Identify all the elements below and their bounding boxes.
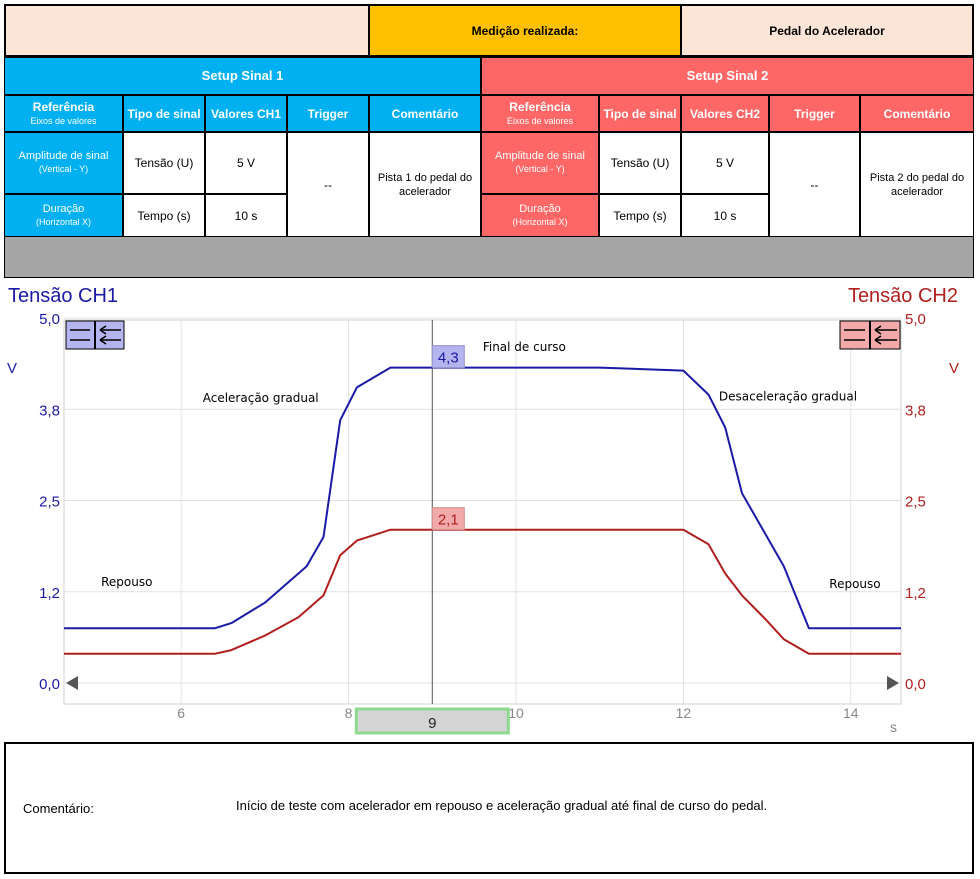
chart-annotation: Repouso	[101, 575, 152, 589]
gray-separator	[4, 237, 974, 278]
left-unit: V	[7, 360, 17, 377]
x-unit: s	[890, 719, 897, 735]
setup1-trigger: --	[287, 132, 369, 237]
ch1-scale-icon[interactable]	[65, 320, 125, 350]
svg-text:2,1: 2,1	[438, 512, 459, 529]
header-blank-cell	[4, 4, 370, 57]
setup1-dur-type: Tempo (s)	[123, 194, 205, 237]
setup2-amp-value: 5 V	[681, 132, 769, 194]
setup2-title: Setup Sinal 2	[481, 57, 974, 95]
setup1-header-comment: Comentário	[369, 95, 481, 132]
setup1-header-values: Valores CH1	[205, 95, 287, 132]
measurement-label: Medição realizada:	[368, 4, 682, 57]
chart-annotation: Aceleração gradual	[203, 391, 319, 405]
setup2-header-trigger: Trigger	[769, 95, 860, 132]
right-axis-title: Tensão CH2	[848, 285, 958, 307]
setup2-dur-value: 10 s	[681, 194, 769, 237]
chart-annotation: Desaceleração gradual	[719, 389, 857, 403]
setup1-header-ref: Referência Eixos de valores	[4, 95, 123, 132]
chart-annotation: Final de curso	[483, 340, 566, 354]
ch2-zero-marker-icon[interactable]	[887, 676, 899, 690]
setup2-trigger: --	[769, 132, 860, 237]
chart-annotation: Repouso	[829, 577, 880, 591]
setup2-header-type: Tipo de sinal	[599, 95, 681, 132]
ch2-scale-icon[interactable]	[839, 320, 901, 350]
svg-text:4,3: 4,3	[438, 350, 459, 367]
x-tick-label: 6	[177, 705, 185, 721]
setup1-amp-value: 5 V	[205, 132, 287, 194]
y-tick-label-right: 3,8	[905, 402, 926, 419]
ch1-cursor-value-badge: 4,3	[431, 345, 465, 369]
x-tick-label: 10	[508, 705, 524, 721]
setup1-comment: Pista 1 do pedal do acelerador	[369, 132, 481, 237]
measurement-value: Pedal do Acelerador	[680, 4, 974, 57]
setup1-title: Setup Sinal 1	[4, 57, 481, 95]
ch2-signal-line	[64, 528, 901, 655]
setup2-header-ref: Referência Eixos de valores	[481, 95, 599, 132]
setup2-comment: Pista 2 do pedal do acelerador	[860, 132, 974, 237]
setup1-header-trigger: Trigger	[287, 95, 369, 132]
y-tick-label-right: 5,0	[905, 311, 926, 328]
y-tick-label-left: 0,0	[39, 676, 60, 693]
oscilloscope-chart: Tensão CH1 Tensão CH2 V V s 0,0 1,2 2,5 3,8…	[4, 278, 974, 738]
ch1-signal-line	[64, 366, 901, 630]
setup1-dur-label: Duração (Horizontal X)	[4, 194, 123, 237]
comment-label: Comentário:	[23, 801, 94, 816]
setup1-header-type: Tipo de sinal	[123, 95, 205, 132]
x-tick-label: 14	[843, 705, 859, 721]
right-unit: V	[949, 360, 959, 377]
setup1-dur-value: 10 s	[205, 194, 287, 237]
setup2-amp-label: Amplitude de sinal (Vertical - Y)	[481, 132, 599, 194]
setup2-dur-type: Tempo (s)	[599, 194, 681, 237]
setup1-amp-type: Tensão (U)	[123, 132, 205, 194]
cursor-time-box[interactable]: 9	[354, 707, 510, 735]
setup2-header-values: Valores CH2	[681, 95, 769, 132]
svg-text:9: 9	[428, 715, 436, 732]
y-tick-label-right: 2,5	[905, 494, 926, 511]
y-tick-label-left: 5,0	[39, 311, 60, 328]
setup1-amp-label: Amplitude de sinal (Vertical - Y)	[4, 132, 123, 194]
setup2-amp-type: Tensão (U)	[599, 132, 681, 194]
comment-text: Início de teste com acelerador em repous…	[236, 798, 768, 813]
y-tick-label-left: 1,2	[39, 585, 60, 602]
ch2-cursor-value-badge: 2,1	[431, 507, 465, 531]
left-axis-title: Tensão CH1	[8, 285, 118, 307]
y-tick-label-left: 2,5	[39, 494, 60, 511]
ch1-zero-marker-icon[interactable]	[66, 676, 78, 690]
x-tick-label: 12	[676, 705, 692, 721]
y-tick-label-left: 3,8	[39, 402, 60, 419]
y-tick-label-right: 0,0	[905, 676, 926, 693]
y-tick-label-right: 1,2	[905, 585, 926, 602]
x-tick-label: 8	[345, 705, 353, 721]
setup2-dur-label: Duração (Horizontal X)	[481, 194, 599, 237]
comment-section	[4, 742, 974, 874]
setup2-header-comment: Comentário	[860, 95, 974, 132]
